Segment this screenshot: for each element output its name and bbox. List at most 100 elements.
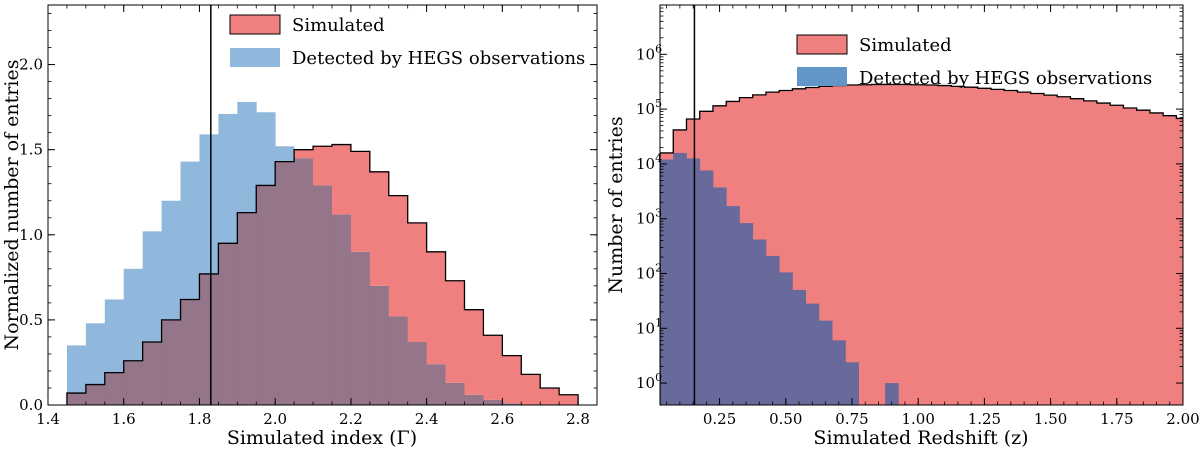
right-legend-label-simulated: Simulated	[859, 35, 952, 56]
left-xtick-label: 2.6	[490, 410, 514, 428]
right-bar-simulated	[1070, 98, 1085, 405]
left-bar-overlap	[275, 161, 295, 405]
right-ytick-label: 105	[636, 97, 662, 118]
right-bar-detected	[792, 289, 807, 405]
left-legend-label-simulated: Simulated	[292, 15, 385, 36]
left-bar-overlap	[445, 382, 465, 405]
left-xtick-label: 2.0	[263, 410, 287, 428]
right-xlabel: Simulated Redshift (z)	[813, 427, 1028, 449]
right-ytick-label: 101	[636, 316, 662, 337]
right-ytick-label: 104	[636, 152, 662, 173]
left-bar-detected	[85, 323, 106, 385]
right-bar-simulated	[858, 84, 873, 405]
right-bar-detected	[832, 340, 846, 405]
right-chart: 0.25 0.50 0.75 1.00 1.25 1.50 1.75 2.00 100 101 10…	[605, 4, 1200, 449]
left-simulated-outline	[66, 143, 579, 405]
right-xtick-label: 1.25	[968, 410, 1001, 428]
left-bar-detected	[123, 268, 144, 361]
left-bar-overlap	[85, 384, 106, 405]
right-ytick-label: 103	[636, 207, 662, 228]
left-ytick-label: 0.5	[19, 311, 43, 329]
right-bar-simulated	[898, 84, 912, 405]
right-ylabel: Number of entries	[605, 116, 627, 293]
right-bar-simulated	[1017, 92, 1032, 405]
left-ylabel: Normalized number of entries	[1, 60, 23, 351]
right-bar-simulated	[1030, 93, 1045, 405]
left-bar-detected	[237, 102, 257, 213]
left-bar-detected	[104, 299, 125, 373]
left-xtick-label: 1.6	[112, 410, 136, 428]
right-bar-simulated	[991, 89, 1005, 405]
left-bar-overlap	[464, 394, 484, 405]
right-xtick-label: 0.75	[835, 410, 868, 428]
left-ytick-label: 2.0	[19, 56, 43, 74]
left-bar-detected	[161, 200, 181, 320]
right-bar-detected	[686, 158, 701, 405]
left-xtick-label: 1.8	[188, 410, 212, 428]
left-bar-simulated	[445, 280, 465, 383]
left-bar-overlap	[199, 273, 219, 405]
right-bar-simulated	[1123, 108, 1138, 405]
right-ytick-label: 106	[636, 42, 662, 63]
right-bar-detected	[726, 206, 740, 405]
right-bar-detected	[845, 362, 860, 405]
right-bar-detected	[765, 255, 780, 405]
right-bar-simulated	[845, 85, 860, 405]
right-bar-detected	[752, 239, 767, 405]
right-xtick-label: 1.00	[901, 410, 934, 428]
left-bar-simulated	[502, 355, 522, 404]
right-bar-detected	[739, 223, 754, 405]
left-bar-overlap	[313, 185, 333, 405]
left-legend-swatch-simulated	[229, 14, 281, 35]
right-legend: Simulated Detected by HEGS observations	[796, 34, 1152, 89]
left-bar-simulated	[540, 387, 560, 405]
right-xtick-label: 1.75	[1100, 410, 1133, 428]
right-bar-simulated	[1176, 118, 1183, 405]
right-bar-detected	[712, 187, 727, 405]
right-xtick-label: 0.25	[703, 410, 736, 428]
left-plot-frame	[47, 4, 598, 406]
left-bar-overlap	[142, 342, 162, 405]
left-bar-simulated	[350, 151, 371, 252]
left-bar-simulated	[426, 251, 446, 365]
left-legend-swatch-detected	[230, 48, 280, 67]
left-bar-overlap	[331, 214, 352, 405]
left-bar-detected	[199, 134, 219, 274]
right-bar-simulated	[1057, 96, 1071, 405]
left-bar-simulated	[313, 146, 333, 186]
right-bar-detected	[818, 320, 833, 405]
left-ticks: 1.4 1.6 1.8 2.0 2.2 2.4 2.6 2.8 0.0 0.5 1.0 1.5 2.0	[19, 5, 598, 428]
right-legend-swatch-simulated	[796, 34, 848, 55]
left-bar-detected	[66, 345, 87, 394]
right-ytick-label: 100	[636, 371, 662, 392]
right-xtick-label: 1.50	[1034, 410, 1067, 428]
right-xtick-label: 0.50	[769, 410, 802, 428]
left-bar-overlap	[256, 185, 276, 405]
left-xtick-label: 1.4	[36, 410, 60, 428]
left-bar-simulated	[559, 394, 579, 405]
left-bar-simulated	[331, 144, 352, 215]
right-plot-frame	[659, 4, 1184, 406]
left-ytick-label: 1.0	[19, 226, 43, 244]
right-bar-simulated	[938, 85, 952, 405]
left-bar-simulated	[407, 222, 428, 343]
right-simulated-outline	[660, 83, 1183, 405]
left-bar-simulated	[388, 195, 409, 317]
right-bar-detected	[699, 170, 714, 405]
left-bars	[66, 102, 579, 405]
left-legend-label-detected: Detected by HEGS observations	[292, 48, 585, 69]
right-xtick-label: 2.00	[1166, 410, 1199, 428]
right-bars	[660, 83, 1183, 405]
right-bar-simulated	[1110, 105, 1124, 405]
left-bar-simulated	[483, 335, 503, 400]
left-bar-overlap	[104, 372, 125, 405]
left-bar-overlap	[123, 360, 144, 405]
left-bar-simulated	[464, 309, 484, 395]
left-bar-overlap	[426, 364, 446, 405]
right-legend-label-detected: Detected by HEGS observations	[859, 68, 1152, 89]
left-bar-overlap	[237, 212, 257, 405]
left-bar-overlap	[407, 342, 428, 405]
left-bar-simulated	[294, 149, 314, 159]
left-bar-overlap	[502, 403, 522, 405]
left-bar-detected	[218, 113, 238, 244]
